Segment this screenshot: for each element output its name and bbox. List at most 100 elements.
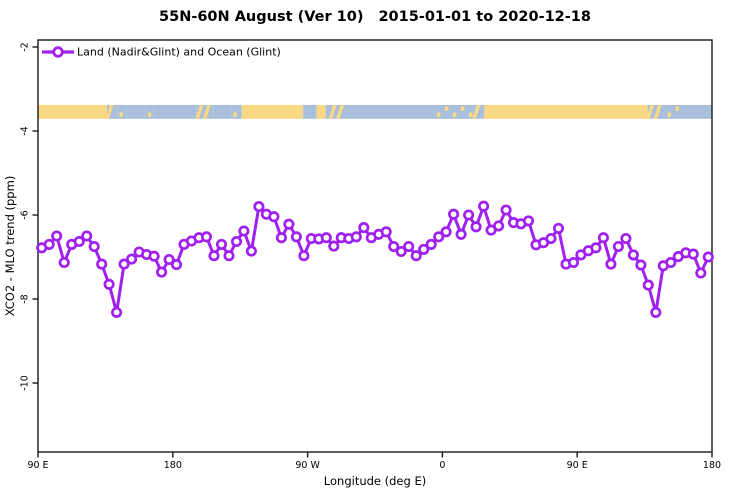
strip-land-speck <box>233 112 237 117</box>
strip-land-streak <box>195 104 204 119</box>
data-point-marker <box>73 235 85 248</box>
data-point-marker <box>275 232 287 244</box>
x-tick-label: 90 E <box>27 460 49 471</box>
strip-segment-ocean <box>325 104 331 119</box>
data-point-marker <box>552 222 565 234</box>
strip-land-speck <box>119 112 123 117</box>
data-point-marker <box>478 200 490 212</box>
strip-segment-ocean <box>348 104 435 119</box>
x-tick-label: 0 <box>439 460 446 471</box>
data-point-marker <box>88 240 100 253</box>
data-point-marker <box>418 243 430 255</box>
data-point-marker <box>268 211 280 223</box>
data-point-marker <box>702 251 714 263</box>
x-tick-label: 180 <box>163 460 182 471</box>
y-tick-label: -8 <box>19 294 31 304</box>
strip-segment-land <box>316 104 326 119</box>
data-point-marker <box>620 232 632 245</box>
strip-land-speck <box>675 106 680 111</box>
y-tick-label: -6 <box>19 210 31 220</box>
data-point-marker <box>590 242 602 254</box>
data-point-marker <box>170 259 183 271</box>
data-point-marker <box>695 267 707 279</box>
strip-land-speck <box>452 112 457 117</box>
strip-segment-ocean <box>126 104 146 119</box>
data-point-marker <box>545 232 557 245</box>
x-tick-label: 90 W <box>295 460 320 471</box>
strip-land-streak <box>202 104 211 119</box>
data-point-marker <box>81 230 93 242</box>
data-point-marker <box>245 245 257 257</box>
x-tick-label: 180 <box>702 460 722 471</box>
legend-marker-circle <box>52 46 64 58</box>
strip-land-speck <box>147 112 152 117</box>
data-point-marker <box>642 279 654 291</box>
data-point-marker <box>298 250 310 262</box>
data-point-marker <box>440 226 452 238</box>
strip-segment-ocean <box>213 104 232 119</box>
data-point-marker <box>290 231 302 243</box>
legend-label: Land (Nadir&Glint) and Ocean (Glint) <box>77 45 281 59</box>
strip-land-streak <box>336 104 345 119</box>
data-point-marker <box>350 231 362 243</box>
data-point-marker <box>118 258 130 270</box>
chart-title-main: 55N-60N August (Ver 10) <box>159 9 364 25</box>
data-point-marker <box>111 306 123 318</box>
data-point-marker <box>470 221 482 233</box>
strip-segment-specks <box>145 104 154 119</box>
strip-land-speck <box>460 106 465 111</box>
data-point-marker <box>238 225 250 237</box>
strip-segment-land <box>484 104 648 119</box>
data-point-marker <box>605 258 617 270</box>
strip-segment-ocean <box>683 104 712 119</box>
data-point-marker <box>493 220 505 232</box>
strip-segment-ocean <box>153 104 197 119</box>
strip-land-speck <box>444 106 449 111</box>
strip-segment-land <box>38 104 107 119</box>
x-tick-label: 90 E <box>566 460 588 471</box>
data-point-marker <box>103 278 115 290</box>
chart-title-daterange: 2015-01-01 to 2020-12-18 <box>378 9 591 25</box>
chart-title: 55N-60N August (Ver 10) 2015-01-01 to 202… <box>0 9 750 25</box>
data-point-marker <box>43 238 55 250</box>
data-point-marker <box>522 215 535 227</box>
strip-land-streak <box>328 104 337 119</box>
strip-segment-land <box>241 104 304 119</box>
strip-land-speck <box>436 112 441 117</box>
data-point-marker <box>635 259 647 271</box>
data-point-marker <box>58 256 70 269</box>
data-point-marker <box>388 240 400 253</box>
data-point-marker <box>567 256 580 269</box>
data-point-marker <box>156 266 168 278</box>
data-point-marker <box>200 231 213 243</box>
data-point-marker <box>425 238 437 250</box>
strip-land-streak <box>472 104 481 119</box>
data-point-marker <box>283 218 295 230</box>
data-point-marker <box>612 240 624 253</box>
strip-land-speck <box>468 112 473 117</box>
strip-land-speck <box>667 112 672 117</box>
data-point-marker <box>500 204 512 216</box>
y-tick-label: -10 <box>19 375 31 391</box>
data-point-marker <box>148 250 160 262</box>
strip-segment-mix <box>106 104 118 119</box>
data-point-marker <box>215 238 228 250</box>
data-point-marker <box>463 209 475 221</box>
data-point-marker <box>230 235 243 248</box>
strip-segment-mix <box>473 104 485 119</box>
data-point-marker <box>163 253 175 266</box>
y-tick-label: -2 <box>19 42 31 52</box>
data-point-marker <box>380 226 392 238</box>
data-point-marker <box>627 249 639 261</box>
data-point-marker <box>665 256 677 269</box>
data-point-marker <box>597 232 609 244</box>
data-point-marker <box>433 231 445 243</box>
data-point-marker <box>650 306 662 318</box>
strip-land-streak <box>646 104 655 119</box>
data-point-marker <box>126 253 138 265</box>
plot-border <box>37 39 713 453</box>
strip-segment-specks <box>231 104 242 119</box>
strip-land-streak <box>105 104 114 119</box>
strip-segment-ocean <box>303 104 317 119</box>
